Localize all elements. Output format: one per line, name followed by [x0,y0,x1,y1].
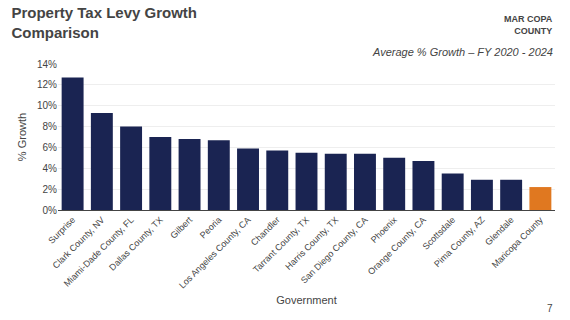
svg-text:% Growth: % Growth [16,113,28,161]
svg-text:Dallas County, TX: Dallas County, TX [107,215,165,273]
svg-text:Orange County, CA: Orange County, CA [366,215,428,277]
svg-text:8%: 8% [43,121,58,132]
svg-text:Average % Growth – FY 2020 - 2: Average % Growth – FY 2020 - 2024 [372,46,553,58]
svg-text:Government: Government [276,294,337,306]
svg-text:2%: 2% [43,184,58,195]
svg-text:14%: 14% [37,59,57,70]
svg-text:7: 7 [547,303,553,314]
svg-text:Chandler: Chandler [249,215,282,248]
svg-text:Maricopa County: Maricopa County [490,214,546,270]
svg-text:6%: 6% [43,142,58,153]
svg-text:MAR COPACOUNTY: MAR COPACOUNTY [504,14,553,36]
svg-text:4%: 4% [43,163,58,174]
svg-text:Clark County, NV: Clark County, NV [51,215,107,271]
svg-text:10%: 10% [37,100,57,111]
svg-text:0%: 0% [43,205,58,216]
svg-text:Pima County, AZ: Pima County, AZ [432,214,487,269]
svg-text:Scottsdale: Scottsdale [420,215,457,252]
svg-text:Gilbert: Gilbert [168,214,194,240]
svg-text:San Diego County, CA: San Diego County, CA [299,215,370,286]
svg-text:Harris County, TX: Harris County, TX [283,215,340,272]
svg-text:Miami-Dade County, FL: Miami-Dade County, FL [62,215,136,289]
svg-text:Surprise: Surprise [46,215,77,246]
svg-text:12%: 12% [37,79,57,90]
svg-text:Los Angeles County, CA: Los Angeles County, CA [177,215,253,291]
svg-text:Tarrant County, TX: Tarrant County, TX [251,215,311,275]
svg-text:Property Tax Levy GrowthCompar: Property Tax Levy GrowthComparison [11,4,197,41]
svg-text:Phoenix: Phoenix [369,214,399,244]
svg-text:Peoria: Peoria [198,215,223,240]
svg-text:Glendale: Glendale [483,215,516,248]
